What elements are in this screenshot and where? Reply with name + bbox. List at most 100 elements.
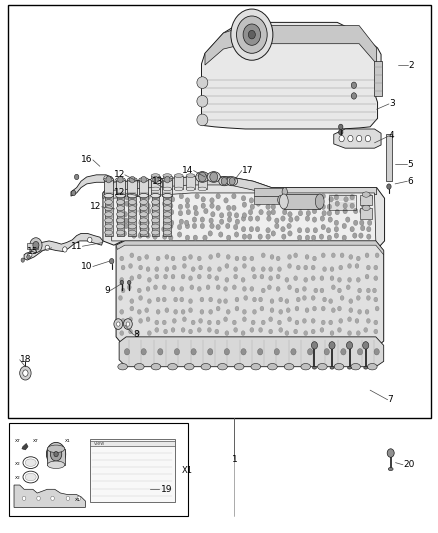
Circle shape bbox=[242, 202, 247, 207]
Circle shape bbox=[164, 196, 169, 201]
Circle shape bbox=[334, 227, 339, 232]
Circle shape bbox=[346, 217, 350, 222]
Circle shape bbox=[27, 255, 30, 259]
Circle shape bbox=[235, 219, 240, 224]
Circle shape bbox=[155, 227, 159, 232]
Circle shape bbox=[365, 135, 371, 142]
Circle shape bbox=[271, 204, 276, 209]
Text: 14: 14 bbox=[182, 166, 194, 175]
Circle shape bbox=[120, 277, 124, 282]
Ellipse shape bbox=[312, 367, 316, 369]
Text: 5: 5 bbox=[407, 160, 413, 168]
Circle shape bbox=[248, 216, 253, 221]
Circle shape bbox=[130, 276, 134, 280]
Circle shape bbox=[329, 298, 333, 304]
Circle shape bbox=[116, 218, 120, 223]
Circle shape bbox=[227, 217, 232, 222]
Circle shape bbox=[233, 320, 237, 325]
Circle shape bbox=[332, 285, 336, 290]
Bar bbox=[27, 243, 38, 249]
Circle shape bbox=[285, 330, 289, 336]
Circle shape bbox=[259, 327, 263, 333]
Ellipse shape bbox=[151, 187, 160, 191]
Ellipse shape bbox=[219, 176, 230, 186]
Circle shape bbox=[171, 287, 175, 291]
Ellipse shape bbox=[47, 461, 65, 469]
Circle shape bbox=[234, 274, 238, 279]
Circle shape bbox=[375, 306, 379, 311]
Circle shape bbox=[183, 256, 187, 261]
Circle shape bbox=[351, 93, 357, 99]
Circle shape bbox=[357, 135, 362, 142]
Circle shape bbox=[298, 204, 303, 209]
Circle shape bbox=[263, 196, 268, 201]
Circle shape bbox=[139, 208, 143, 214]
Circle shape bbox=[198, 327, 201, 333]
Circle shape bbox=[320, 216, 325, 221]
Text: 3: 3 bbox=[389, 100, 395, 108]
Ellipse shape bbox=[152, 206, 159, 211]
Circle shape bbox=[210, 203, 214, 208]
Circle shape bbox=[140, 205, 144, 211]
Circle shape bbox=[304, 277, 308, 282]
Circle shape bbox=[156, 256, 160, 261]
Bar bbox=[198, 176, 207, 189]
Circle shape bbox=[21, 258, 25, 262]
Circle shape bbox=[297, 297, 300, 302]
Circle shape bbox=[146, 195, 150, 200]
Circle shape bbox=[367, 227, 371, 232]
Circle shape bbox=[163, 220, 168, 225]
Circle shape bbox=[156, 297, 160, 302]
Circle shape bbox=[130, 298, 134, 304]
Circle shape bbox=[251, 320, 255, 325]
Text: 10: 10 bbox=[81, 262, 93, 271]
Circle shape bbox=[132, 233, 136, 238]
Circle shape bbox=[216, 253, 220, 258]
Ellipse shape bbox=[174, 174, 183, 177]
Circle shape bbox=[290, 203, 294, 208]
Bar bbox=[8, 5, 431, 418]
Circle shape bbox=[185, 198, 190, 203]
Circle shape bbox=[243, 309, 247, 314]
Circle shape bbox=[340, 295, 344, 301]
Circle shape bbox=[208, 266, 212, 272]
Circle shape bbox=[33, 241, 39, 249]
Ellipse shape bbox=[198, 187, 207, 191]
Bar bbox=[374, 61, 382, 96]
Circle shape bbox=[303, 287, 307, 291]
Circle shape bbox=[346, 285, 350, 290]
Circle shape bbox=[209, 309, 213, 314]
Ellipse shape bbox=[128, 218, 136, 223]
Circle shape bbox=[201, 203, 205, 208]
Bar bbox=[151, 180, 160, 196]
Circle shape bbox=[221, 177, 227, 185]
Circle shape bbox=[360, 208, 364, 214]
Circle shape bbox=[270, 298, 274, 304]
Circle shape bbox=[306, 211, 311, 216]
Circle shape bbox=[155, 266, 159, 272]
Circle shape bbox=[249, 227, 254, 232]
Ellipse shape bbox=[117, 200, 124, 205]
Text: X1: X1 bbox=[65, 439, 71, 443]
Text: 15: 15 bbox=[27, 247, 39, 256]
Circle shape bbox=[387, 449, 394, 457]
Circle shape bbox=[373, 288, 377, 293]
Ellipse shape bbox=[268, 364, 277, 370]
Circle shape bbox=[241, 196, 246, 201]
Circle shape bbox=[162, 285, 166, 290]
Ellipse shape bbox=[367, 364, 377, 370]
Ellipse shape bbox=[362, 205, 370, 211]
Circle shape bbox=[258, 234, 262, 239]
Circle shape bbox=[357, 349, 363, 355]
Circle shape bbox=[104, 176, 108, 181]
Circle shape bbox=[198, 172, 206, 182]
Circle shape bbox=[200, 217, 205, 222]
Circle shape bbox=[247, 234, 252, 239]
Circle shape bbox=[193, 205, 198, 211]
Circle shape bbox=[224, 287, 228, 291]
Circle shape bbox=[278, 266, 282, 272]
Circle shape bbox=[278, 320, 282, 325]
Circle shape bbox=[237, 16, 267, 53]
Circle shape bbox=[279, 297, 283, 302]
Circle shape bbox=[224, 298, 228, 304]
